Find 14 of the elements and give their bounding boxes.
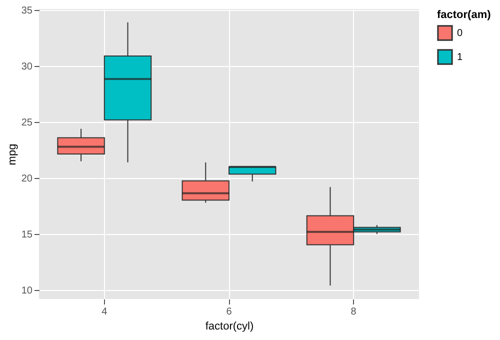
y-axis-title: mpg	[6, 144, 18, 166]
x-axis-title: factor(cyl)	[205, 320, 254, 332]
x-tick-label: 6	[226, 306, 232, 318]
y-tick-label: 25	[21, 118, 33, 129]
legend-label: 1	[457, 52, 463, 63]
y-tick-label: 35	[21, 6, 33, 17]
y-tick-label: 15	[21, 230, 33, 241]
x-tick-label: 4	[102, 306, 108, 318]
legend-label: 0	[457, 28, 463, 39]
y-tick-label: 10	[21, 286, 33, 297]
legend-title: factor(am)	[437, 9, 492, 21]
x-tick-label: 8	[350, 306, 357, 318]
y-tick-label: 30	[21, 62, 33, 73]
y-tick-label: 20	[21, 174, 33, 185]
